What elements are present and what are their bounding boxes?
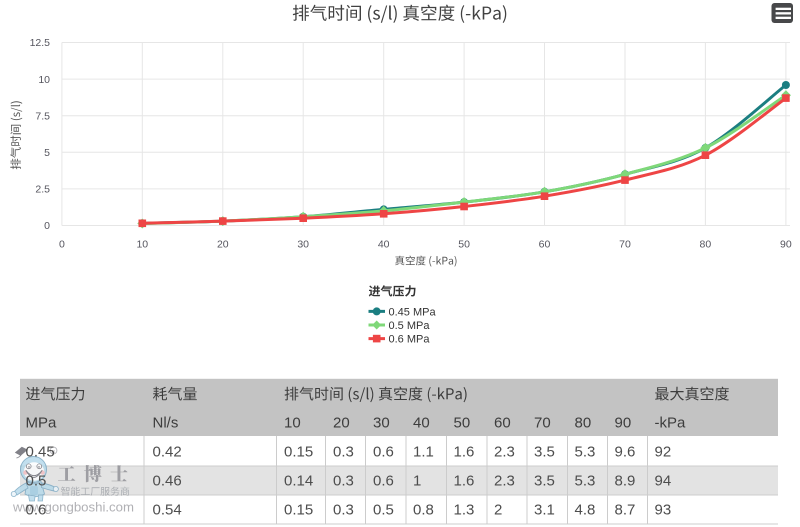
svg-text:0.5 MPa: 0.5 MPa xyxy=(389,320,431,332)
svg-text:0.5: 0.5 xyxy=(373,502,394,519)
svg-text:10: 10 xyxy=(136,239,148,251)
svg-text:0.15: 0.15 xyxy=(284,502,313,519)
svg-text:9.6: 9.6 xyxy=(615,443,636,460)
svg-text:80: 80 xyxy=(575,414,592,431)
svg-text:40: 40 xyxy=(378,239,390,251)
svg-text:80: 80 xyxy=(700,239,712,251)
svg-text:2: 2 xyxy=(494,502,502,519)
svg-text:70: 70 xyxy=(619,239,631,251)
svg-text:93: 93 xyxy=(655,502,672,519)
svg-text:R: R xyxy=(52,449,56,455)
svg-text:3.5: 3.5 xyxy=(534,443,555,460)
svg-text:10: 10 xyxy=(38,74,50,86)
svg-text:0: 0 xyxy=(44,220,50,232)
svg-text:Nl/s: Nl/s xyxy=(153,414,179,431)
svg-text:0.3: 0.3 xyxy=(333,502,354,519)
svg-text:20: 20 xyxy=(217,239,229,251)
svg-text:0.5: 0.5 xyxy=(26,473,47,490)
svg-text:90: 90 xyxy=(615,414,632,431)
svg-text:MPa: MPa xyxy=(26,414,58,431)
svg-text:0.46: 0.46 xyxy=(153,473,182,490)
svg-text:0.8: 0.8 xyxy=(413,502,434,519)
svg-text:8.7: 8.7 xyxy=(615,502,636,519)
svg-text:1.6: 1.6 xyxy=(454,443,475,460)
svg-text:8.9: 8.9 xyxy=(615,473,636,490)
svg-text:0.15: 0.15 xyxy=(284,443,313,460)
svg-text:1: 1 xyxy=(413,473,421,490)
svg-text:0.3: 0.3 xyxy=(333,473,354,490)
svg-text:1.6: 1.6 xyxy=(454,473,475,490)
svg-text:www.gongboshi.com: www.gongboshi.com xyxy=(12,500,134,515)
svg-text:0: 0 xyxy=(59,239,65,251)
svg-text:60: 60 xyxy=(539,239,551,251)
svg-text:7.5: 7.5 xyxy=(35,110,50,122)
svg-text:0.6 MPa: 0.6 MPa xyxy=(389,334,431,346)
svg-text:0.45: 0.45 xyxy=(26,443,55,460)
svg-text:20: 20 xyxy=(333,414,350,431)
svg-text:0.6: 0.6 xyxy=(373,473,394,490)
svg-text:3.1: 3.1 xyxy=(534,502,555,519)
svg-text:10: 10 xyxy=(284,414,301,431)
svg-text:1.3: 1.3 xyxy=(454,502,475,519)
svg-text:50: 50 xyxy=(454,414,471,431)
svg-text:30: 30 xyxy=(373,414,390,431)
svg-text:0.54: 0.54 xyxy=(153,502,182,519)
svg-text:3.5: 3.5 xyxy=(534,473,555,490)
svg-text:2.3: 2.3 xyxy=(494,443,515,460)
svg-text:94: 94 xyxy=(655,473,672,490)
svg-text:12.5: 12.5 xyxy=(30,37,51,49)
svg-text:-kPa: -kPa xyxy=(655,414,687,431)
svg-text:30: 30 xyxy=(297,239,309,251)
svg-text:0.42: 0.42 xyxy=(153,443,182,460)
svg-text:70: 70 xyxy=(534,414,551,431)
svg-text:4.8: 4.8 xyxy=(575,502,596,519)
svg-text:2.3: 2.3 xyxy=(494,473,515,490)
svg-text:5.3: 5.3 xyxy=(575,443,596,460)
svg-text:1.1: 1.1 xyxy=(413,443,434,460)
svg-text:0.14: 0.14 xyxy=(284,473,313,490)
svg-text:90: 90 xyxy=(780,239,792,251)
svg-text:5.3: 5.3 xyxy=(575,473,596,490)
svg-text:0.45 MPa: 0.45 MPa xyxy=(389,306,437,318)
svg-text:0.3: 0.3 xyxy=(333,443,354,460)
svg-text:50: 50 xyxy=(458,239,470,251)
svg-text:40: 40 xyxy=(413,414,430,431)
svg-text:0.6: 0.6 xyxy=(373,443,394,460)
svg-text:92: 92 xyxy=(655,443,672,460)
svg-text:5: 5 xyxy=(44,147,50,159)
svg-text:60: 60 xyxy=(494,414,511,431)
svg-text:0.6: 0.6 xyxy=(26,502,47,519)
svg-text:2.5: 2.5 xyxy=(35,184,50,196)
